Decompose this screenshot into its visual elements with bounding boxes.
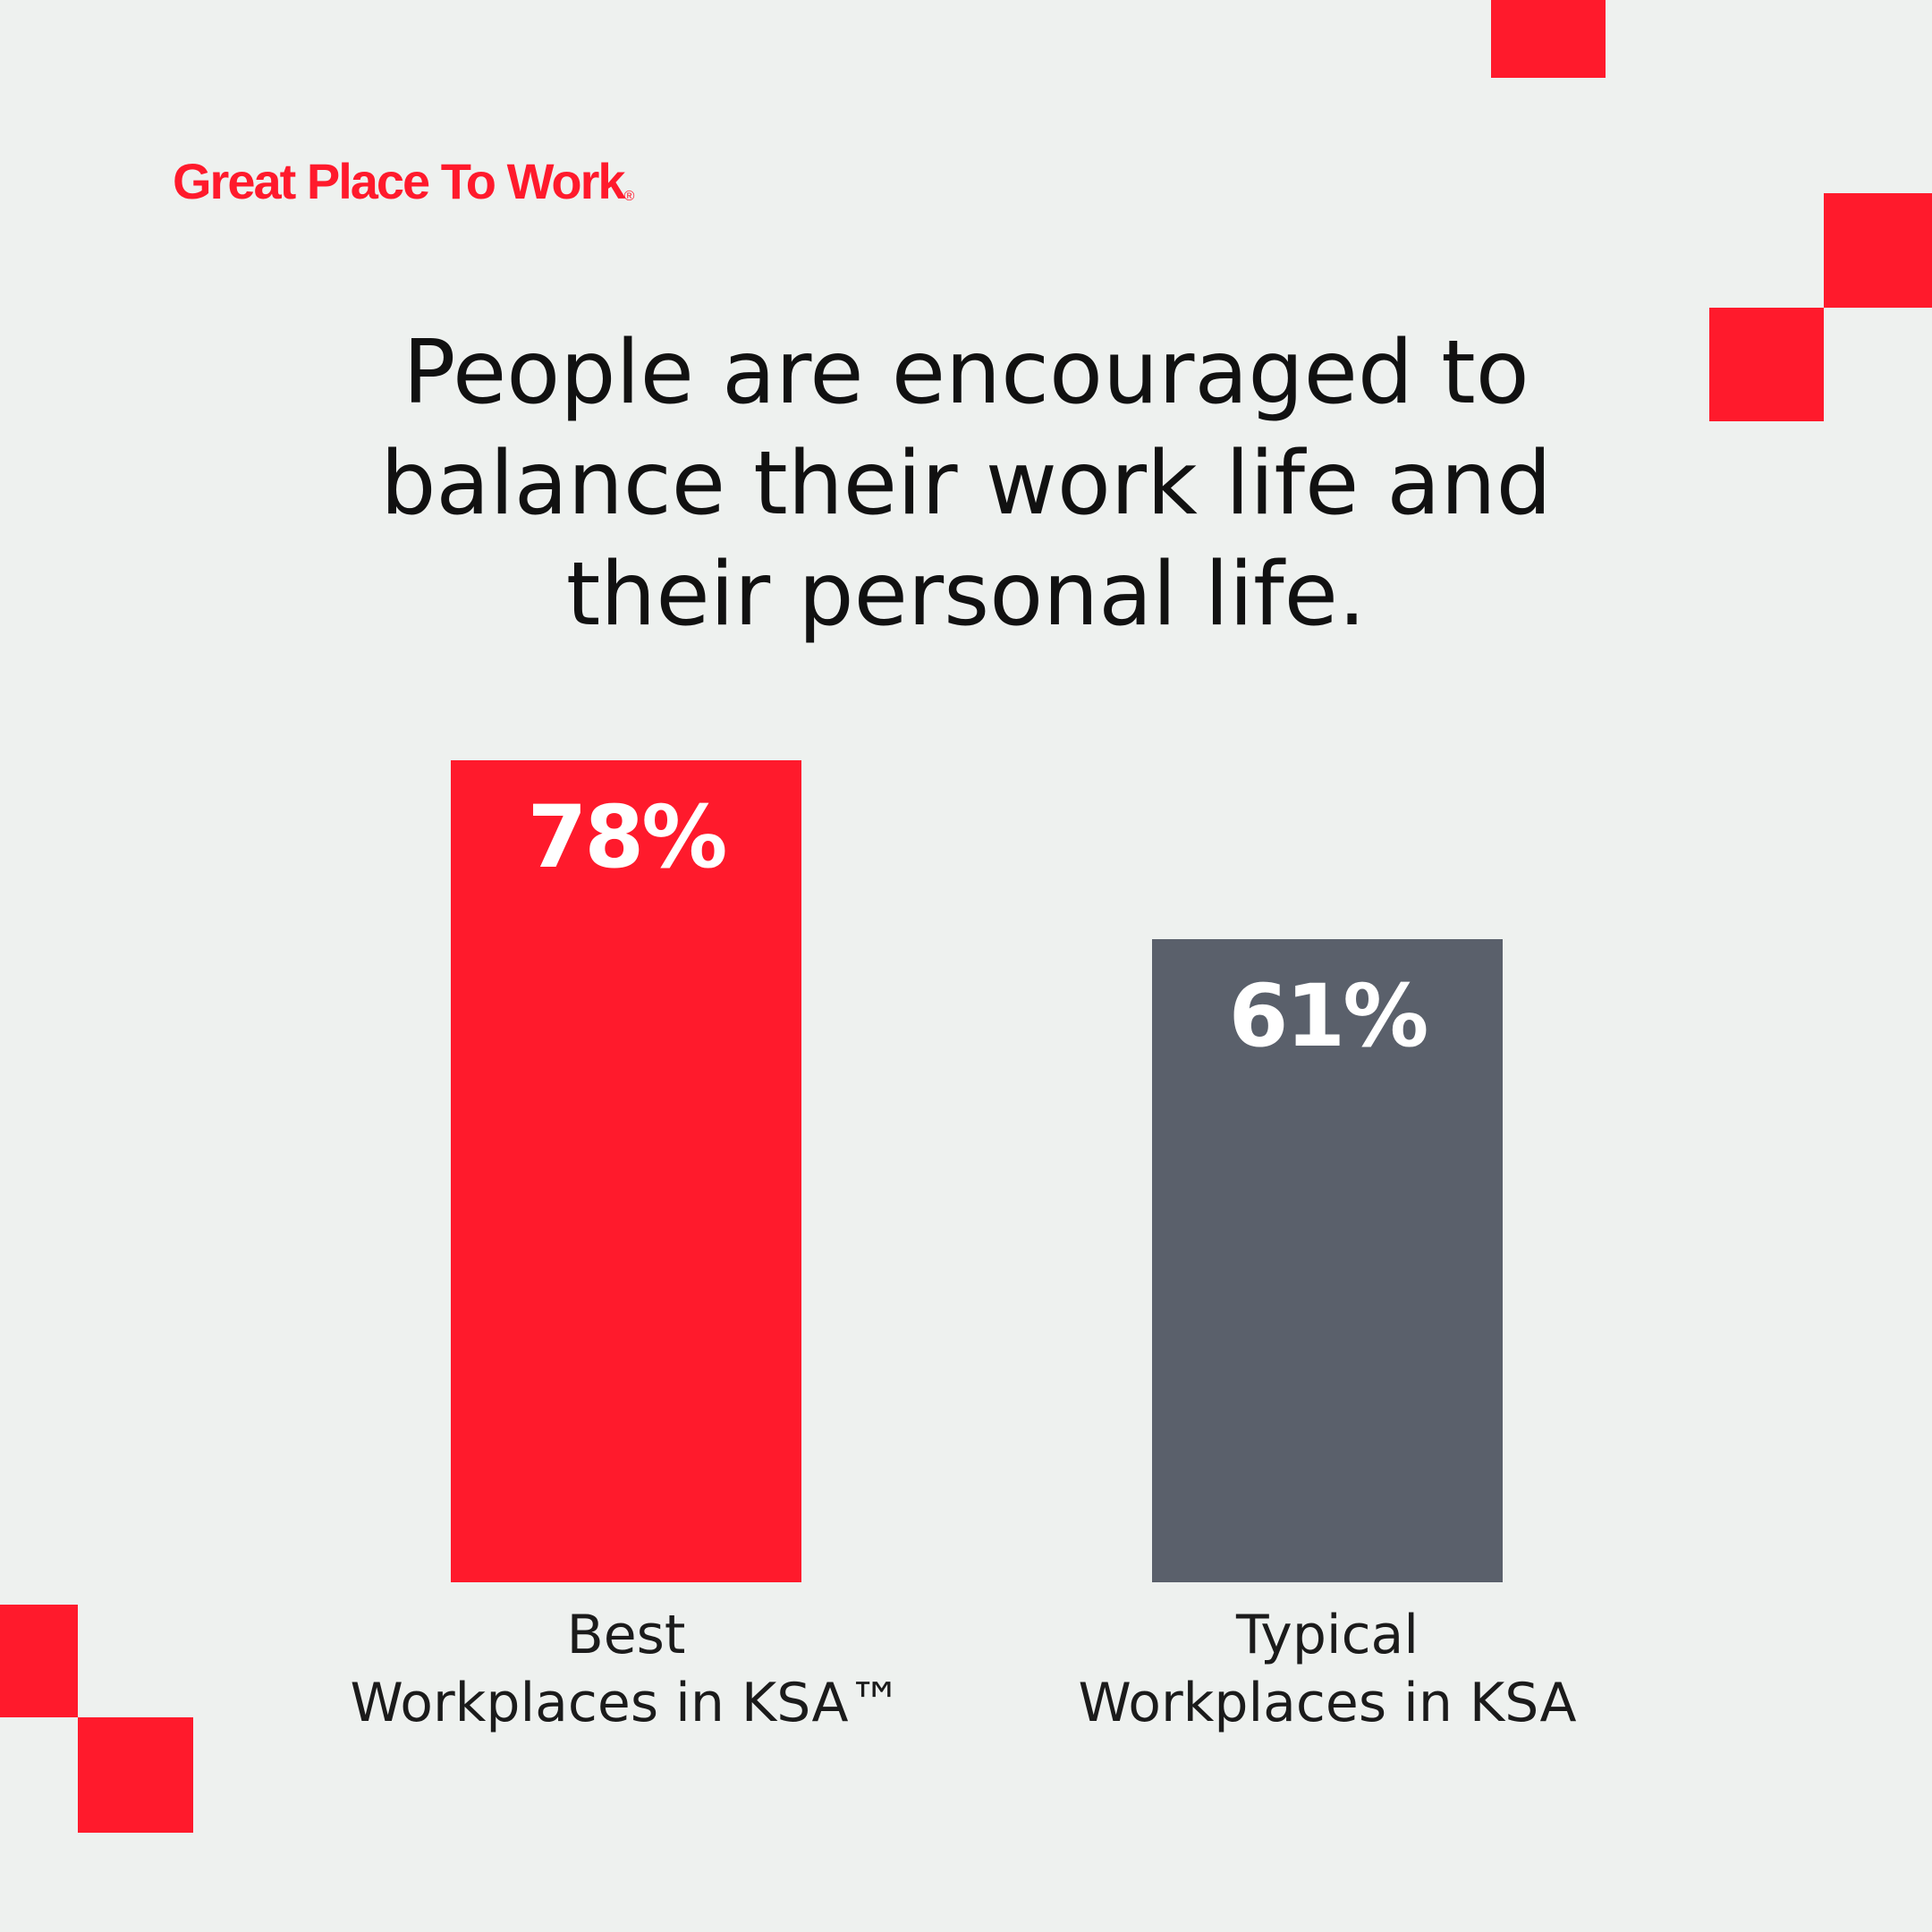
title-line: balance their work life and <box>380 433 1552 535</box>
decor-square <box>1824 193 1932 308</box>
value-label: 61% <box>1228 966 1429 1067</box>
category-label-line: Workplaces in KSA <box>1078 1672 1577 1734</box>
logo: Great Place To Work® <box>173 152 634 210</box>
title-line: People are encouraged to <box>402 322 1530 424</box>
title-line: their personal life. <box>565 544 1367 646</box>
chart-title: People are encouraged to balance their w… <box>0 318 1932 650</box>
category-label-line: Typical <box>1236 1604 1419 1666</box>
bar-best-workplaces: 78% <box>451 760 801 1582</box>
registered-mark: ® <box>623 189 635 204</box>
decor-square <box>0 1605 78 1717</box>
decor-square <box>1491 0 1606 78</box>
category-label-best: Best Workplaces in KSA™ <box>313 1601 939 1737</box>
category-label-typical: Typical Workplaces in KSA <box>1014 1601 1640 1737</box>
category-label-line: Workplaces in KSA™ <box>350 1672 902 1734</box>
value-label: 78% <box>527 787 728 888</box>
decor-square <box>78 1717 193 1833</box>
decor-square <box>1709 308 1824 421</box>
logo-text: Great Place To Work <box>173 153 626 209</box>
category-label-line: Best <box>566 1604 686 1666</box>
bar-typical-workplaces: 61% <box>1152 939 1503 1582</box>
